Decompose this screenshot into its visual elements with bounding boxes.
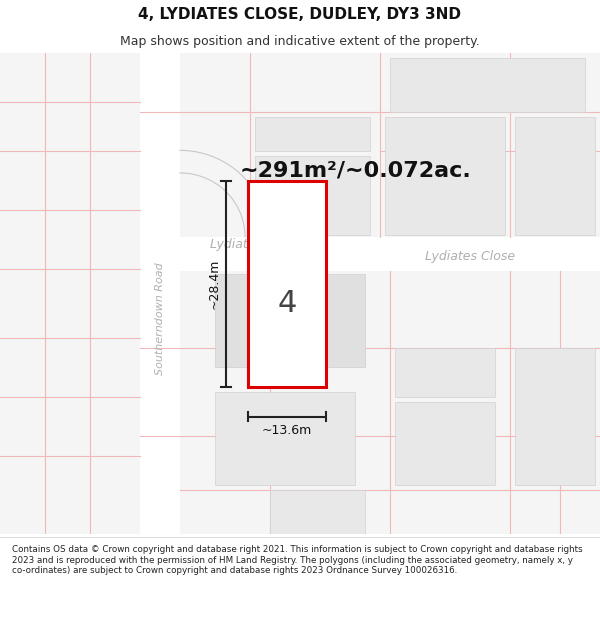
Text: Lydiates Close: Lydiates Close <box>425 250 515 263</box>
Bar <box>255 117 370 151</box>
Bar <box>0 53 140 534</box>
Bar <box>390 58 585 112</box>
Bar <box>248 181 326 387</box>
Text: Contains OS data © Crown copyright and database right 2021. This information is : Contains OS data © Crown copyright and d… <box>12 545 583 575</box>
Bar <box>180 53 600 534</box>
Bar <box>385 117 505 235</box>
Text: ~291m²/~0.072ac.: ~291m²/~0.072ac. <box>239 161 471 181</box>
Text: ~28.4m: ~28.4m <box>208 259 221 309</box>
Text: ~13.6m: ~13.6m <box>262 424 312 437</box>
Bar <box>140 53 180 534</box>
Bar <box>515 117 595 235</box>
Bar <box>395 402 495 485</box>
Text: Map shows position and indicative extent of the property.: Map shows position and indicative extent… <box>120 35 480 48</box>
Text: 4: 4 <box>277 289 296 318</box>
Bar <box>270 490 365 534</box>
Text: Lydiates Close: Lydiates Close <box>210 238 300 251</box>
Bar <box>515 348 595 485</box>
Text: 4, LYDIATES CLOSE, DUDLEY, DY3 3ND: 4, LYDIATES CLOSE, DUDLEY, DY3 3ND <box>139 8 461 22</box>
Bar <box>395 348 495 397</box>
Bar <box>215 274 365 368</box>
Text: Southerndown Road: Southerndown Road <box>155 262 165 374</box>
Bar <box>255 156 370 235</box>
Bar <box>180 237 600 271</box>
Bar <box>215 392 355 485</box>
